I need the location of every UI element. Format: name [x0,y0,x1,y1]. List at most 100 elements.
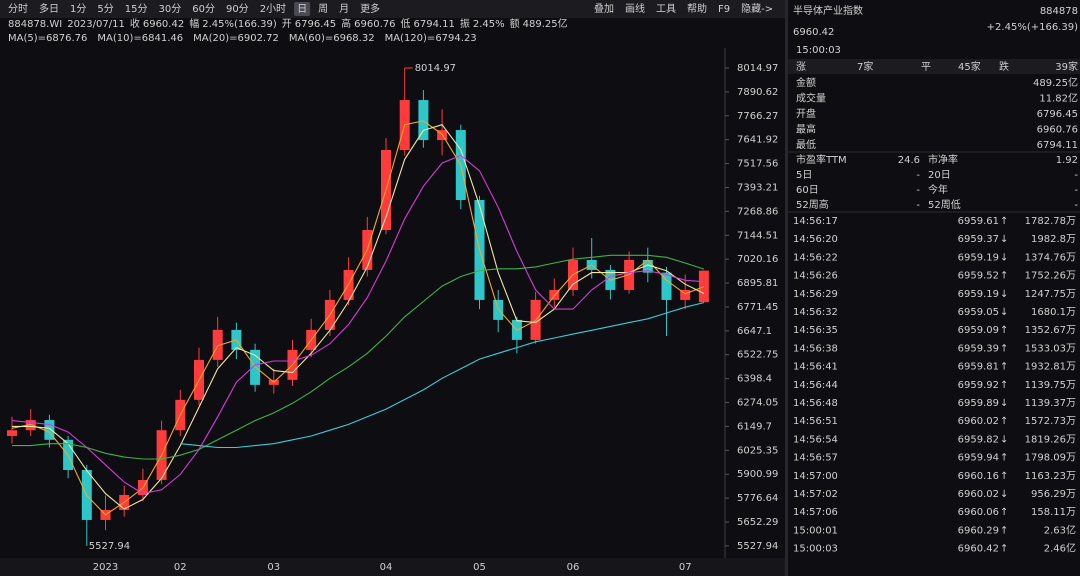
divider [785,0,788,576]
quote-value: 2.45% [473,19,505,30]
x-tick-label: 06 [567,562,580,573]
toolbar-button[interactable]: 多日 [39,2,59,15]
trade-volume: 1572.73万 [1025,416,1076,427]
y-tick-label: 6647.1 [737,326,772,337]
toolbar-button[interactable]: 分时 [8,3,28,15]
trade-time: 14:56:20 [793,234,838,245]
index-code: 884878 [1040,6,1078,17]
trade-price: 6960.42 [958,544,999,555]
quote-value: 6960.42 [143,19,184,30]
toolbar-button[interactable]: 5分 [97,3,113,15]
candle-body [642,259,653,273]
trade-time: 14:56:44 [793,380,838,391]
toolbar-button[interactable]: 15分 [125,3,148,15]
min-label: 5527.94 [89,541,130,552]
x-tick-label: 04 [380,562,393,573]
trade-arrow: ↑ [1000,380,1008,391]
trade-volume: 158.11万 [1031,507,1076,518]
trade-volume: 1932.81万 [1025,362,1076,373]
y-tick-label: 7641.92 [737,135,778,146]
trade-volume: 1352.67万 [1025,325,1076,336]
trade-price: 6960.06 [958,507,999,518]
trade-time: 14:57:00 [793,471,838,482]
valuation-value: - [1074,185,1078,196]
trade-time: 14:57:02 [793,489,838,500]
trade-arrow: ↓ [1000,398,1008,409]
stat-label: 最低 [796,138,816,151]
y-tick-label: 6771.45 [737,302,778,313]
candle-body [418,100,429,141]
toolbar-button[interactable]: 更多 [360,2,380,15]
trade-time: 14:56:17 [793,216,838,227]
legend-entry: MA(60)=6968.32 [289,33,375,44]
trade-volume: 1819.26万 [1025,434,1076,445]
quote-label: 开 [282,19,292,30]
toolbar-button[interactable]: 1分 [70,3,86,15]
valuation-value: 24.6 [898,155,920,166]
trade-time: 14:56:32 [793,307,838,318]
quote-date: 2023/07/11 [67,19,125,30]
trade-arrow: ↑ [1000,471,1008,482]
trade-volume: 1798.09万 [1025,453,1076,464]
valuation-label: 60日 [796,185,819,196]
y-tick-label: 8014.97 [737,63,778,74]
candle-body [7,430,17,436]
toolbar-button[interactable]: F9 [718,4,730,15]
candle-body [25,420,36,431]
candle-body [212,329,223,360]
trade-price: 6959.52 [958,271,999,282]
toolbar-button[interactable]: 叠加 [594,3,614,15]
trade-volume: 1374.76万 [1025,252,1076,263]
toolbar-button[interactable]: 周 [318,3,328,15]
toolbar-button[interactable]: 画线 [625,2,645,15]
toolbar-button[interactable]: 工具 [656,3,676,15]
legend-entry: MA(5)=6876.76 [8,33,87,44]
breadth-item: 跌 [999,60,1009,73]
x-tick-label: 03 [267,562,280,573]
toolbar-button[interactable]: 90分 [226,3,249,15]
quote-value: 489.25亿 [523,17,568,30]
valuation-value: - [916,170,920,181]
toolbar-button[interactable]: 60分 [192,3,215,15]
trade-arrow: ↑ [1000,525,1008,536]
trade-arrow: ↓ [1000,489,1008,500]
trade-arrow: ↑ [1000,271,1008,282]
toolbar-active-bg [294,2,311,16]
valuation-value: - [1074,200,1078,211]
y-tick-label: 6149.7 [737,421,772,432]
trade-time: 14:56:51 [793,416,838,427]
max-label: 8014.97 [415,63,456,74]
trade-volume: 1752.26万 [1025,271,1076,282]
trade-volume: 2.46亿 [1044,542,1076,555]
trade-arrow: ↓ [1000,234,1008,245]
trade-arrow: ↓ [1000,434,1008,445]
toolbar-button[interactable]: 帮助 [687,2,707,15]
trade-price: 6959.19 [958,252,999,263]
toolbar-button[interactable]: 日 [297,4,307,15]
toolbar-button[interactable]: 2小时 [260,3,286,15]
toolbar-button[interactable]: 30分 [158,3,181,15]
toolbar-button[interactable]: 隐藏-> [741,3,773,15]
y-tick-label: 7890.62 [737,87,778,98]
breadth-item: 39家 [1055,60,1078,73]
trade-price: 6959.82 [958,434,999,445]
trade-price: 6960.02 [958,416,999,427]
trade-time: 14:56:35 [793,325,838,336]
valuation-label: 5日 [796,170,812,181]
trade-price: 6959.81 [958,362,999,373]
y-tick-label: 6522.75 [737,350,778,361]
stat-value: 6796.45 [1037,109,1078,120]
trade-time: 15:00:01 [793,525,838,536]
toolbar-button[interactable]: 月 [339,3,349,15]
quote-value: 2.45%(166.39) [202,19,277,30]
candle-body [661,272,672,300]
trade-arrow: ↑ [1000,343,1008,354]
legend-entry: MA(120)=6794.23 [385,33,477,44]
ma-line [12,254,705,460]
trade-price: 6960.16 [958,471,999,482]
candle-body [44,420,55,440]
legend-entry: MA(10)=6841.46 [97,33,183,44]
trade-price: 6959.92 [958,380,999,391]
y-tick-label: 6274.05 [737,398,778,409]
